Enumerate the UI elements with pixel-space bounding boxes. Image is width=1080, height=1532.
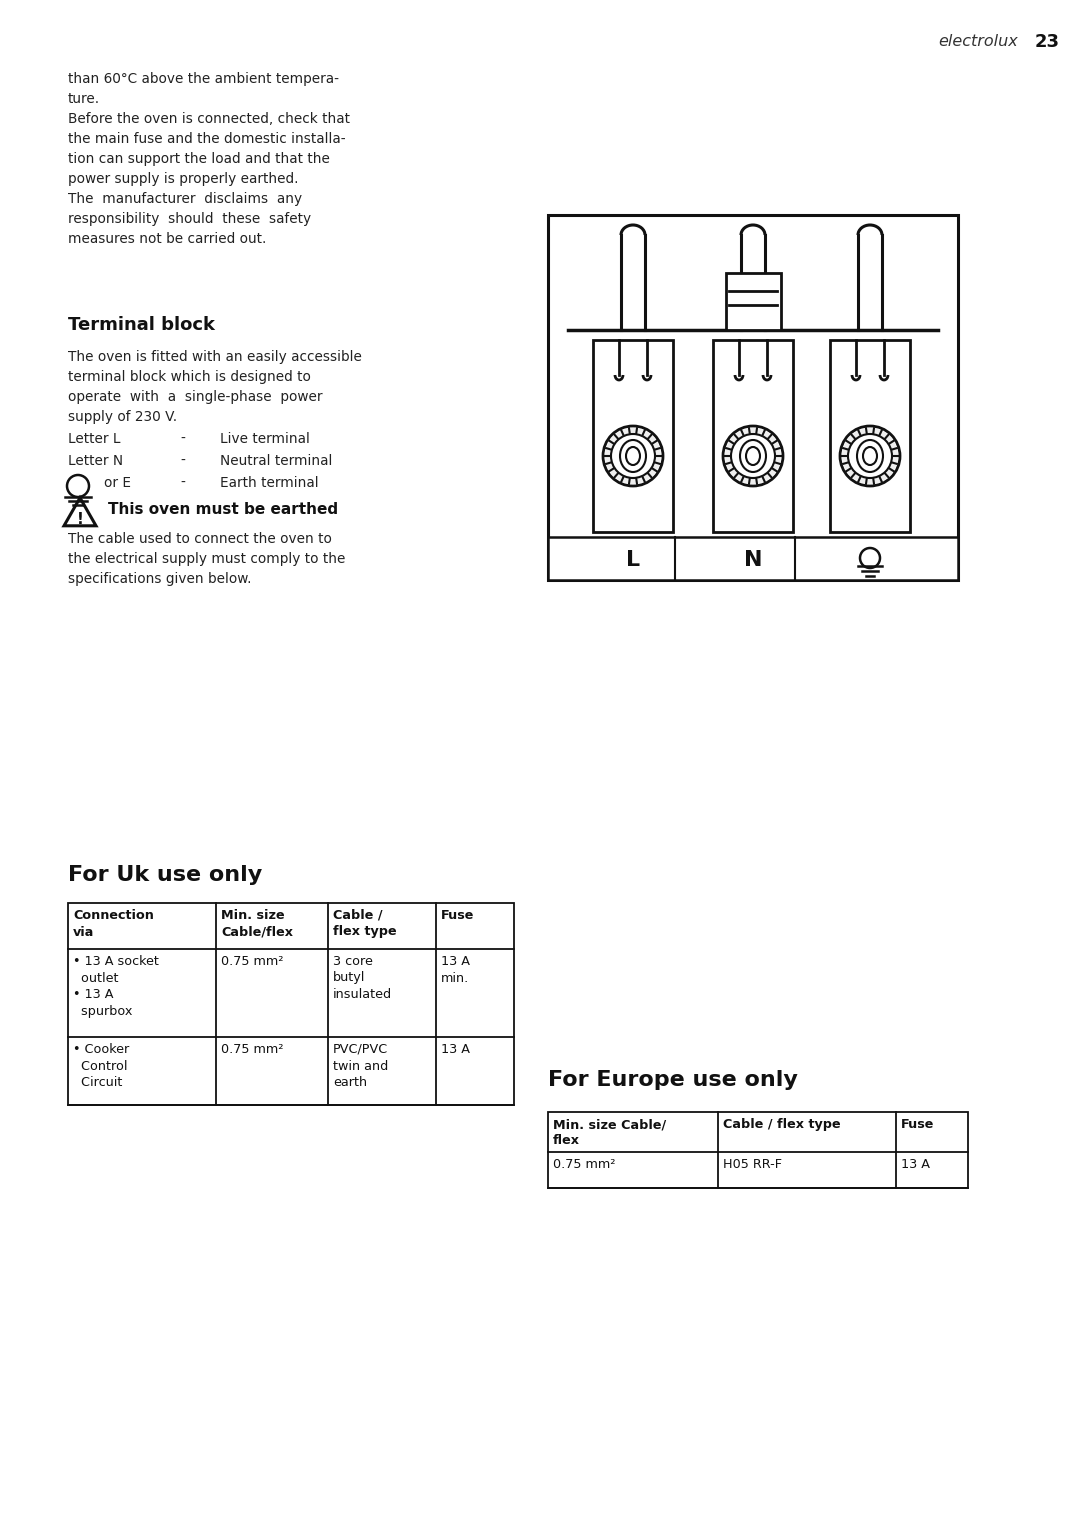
Ellipse shape <box>740 440 766 472</box>
Text: • 13 A socket
  outlet
• 13 A
  spurbox: • 13 A socket outlet • 13 A spurbox <box>73 954 159 1017</box>
Text: N: N <box>744 550 762 570</box>
Text: the electrical supply must comply to the: the electrical supply must comply to the <box>68 552 346 565</box>
Text: H05 RR-F: H05 RR-F <box>723 1158 782 1170</box>
Text: -: - <box>180 453 185 467</box>
Circle shape <box>725 427 781 484</box>
Text: 0.75 mm²: 0.75 mm² <box>221 1043 283 1056</box>
Circle shape <box>842 427 897 484</box>
Circle shape <box>840 426 900 486</box>
Text: tion can support the load and that the: tion can support the load and that the <box>68 152 329 165</box>
Circle shape <box>731 434 775 478</box>
Text: PVC/PVC
twin and
earth: PVC/PVC twin and earth <box>333 1043 388 1089</box>
Text: -: - <box>180 432 185 446</box>
Text: Neutral terminal: Neutral terminal <box>220 453 333 467</box>
Text: specifications given below.: specifications given below. <box>68 571 252 587</box>
Bar <box>726 273 781 329</box>
Text: Min. size
Cable/flex: Min. size Cable/flex <box>221 908 293 939</box>
Text: Terminal block: Terminal block <box>68 316 215 334</box>
Text: For Europe use only: For Europe use only <box>548 1069 798 1089</box>
Ellipse shape <box>746 447 760 466</box>
Text: 13 A
min.: 13 A min. <box>441 954 470 985</box>
Text: 0.75 mm²: 0.75 mm² <box>221 954 283 968</box>
Text: operate  with  a  single-phase  power: operate with a single-phase power <box>68 391 323 404</box>
Ellipse shape <box>620 440 646 472</box>
Text: Cable /
flex type: Cable / flex type <box>333 908 396 939</box>
Text: 13 A: 13 A <box>441 1043 470 1056</box>
Text: supply of 230 V.: supply of 230 V. <box>68 411 177 424</box>
Text: L: L <box>626 550 640 570</box>
Ellipse shape <box>863 447 877 466</box>
Text: -: - <box>180 476 185 490</box>
Circle shape <box>605 427 661 484</box>
Text: The cable used to connect the oven to: The cable used to connect the oven to <box>68 532 332 545</box>
Bar <box>548 538 958 581</box>
Bar <box>68 902 514 1105</box>
Text: This oven must be earthed: This oven must be earthed <box>108 502 338 516</box>
Text: 0.75 mm²: 0.75 mm² <box>553 1158 616 1170</box>
Circle shape <box>723 426 783 486</box>
Text: or E: or E <box>104 476 131 490</box>
Text: measures not be carried out.: measures not be carried out. <box>68 231 267 247</box>
Text: For Uk use only: For Uk use only <box>68 866 262 885</box>
Text: than 60°C above the ambient tempera-: than 60°C above the ambient tempera- <box>68 72 339 86</box>
Text: responsibility  should  these  safety: responsibility should these safety <box>68 211 311 227</box>
Text: Letter N: Letter N <box>68 453 123 467</box>
Text: Connection
via: Connection via <box>73 908 153 939</box>
Text: The  manufacturer  disclaims  any: The manufacturer disclaims any <box>68 192 302 205</box>
Text: Min. size Cable/
flex: Min. size Cable/ flex <box>553 1118 666 1147</box>
Text: power supply is properly earthed.: power supply is properly earthed. <box>68 172 298 185</box>
Text: Fuse: Fuse <box>441 908 474 922</box>
Text: 23: 23 <box>1035 34 1059 51</box>
Text: 3 core
butyl
insulated: 3 core butyl insulated <box>333 954 392 1000</box>
Text: The oven is fitted with an easily accessible: The oven is fitted with an easily access… <box>68 349 362 365</box>
Circle shape <box>611 434 654 478</box>
Circle shape <box>603 426 663 486</box>
Text: ture.: ture. <box>68 92 100 106</box>
Text: Live terminal: Live terminal <box>220 432 310 446</box>
Ellipse shape <box>858 440 883 472</box>
Text: !: ! <box>77 513 83 527</box>
Text: Cable / flex type: Cable / flex type <box>723 1118 840 1131</box>
Text: Earth terminal: Earth terminal <box>220 476 319 490</box>
Ellipse shape <box>626 447 640 466</box>
Text: Before the oven is connected, check that: Before the oven is connected, check that <box>68 112 350 126</box>
Circle shape <box>860 548 880 568</box>
Bar <box>548 214 958 581</box>
Bar <box>713 340 793 532</box>
Bar <box>593 340 673 532</box>
Circle shape <box>67 475 89 496</box>
Text: the main fuse and the domestic installa-: the main fuse and the domestic installa- <box>68 132 346 146</box>
Bar <box>831 340 910 532</box>
Text: Fuse: Fuse <box>901 1118 934 1131</box>
Text: 13 A: 13 A <box>901 1158 930 1170</box>
Polygon shape <box>64 498 96 525</box>
Text: electrolux: electrolux <box>939 35 1017 49</box>
Circle shape <box>848 434 892 478</box>
Text: Letter L: Letter L <box>68 432 121 446</box>
Bar <box>548 1112 968 1187</box>
Text: • Cooker
  Control
  Circuit: • Cooker Control Circuit <box>73 1043 130 1089</box>
Text: terminal block which is designed to: terminal block which is designed to <box>68 371 311 385</box>
